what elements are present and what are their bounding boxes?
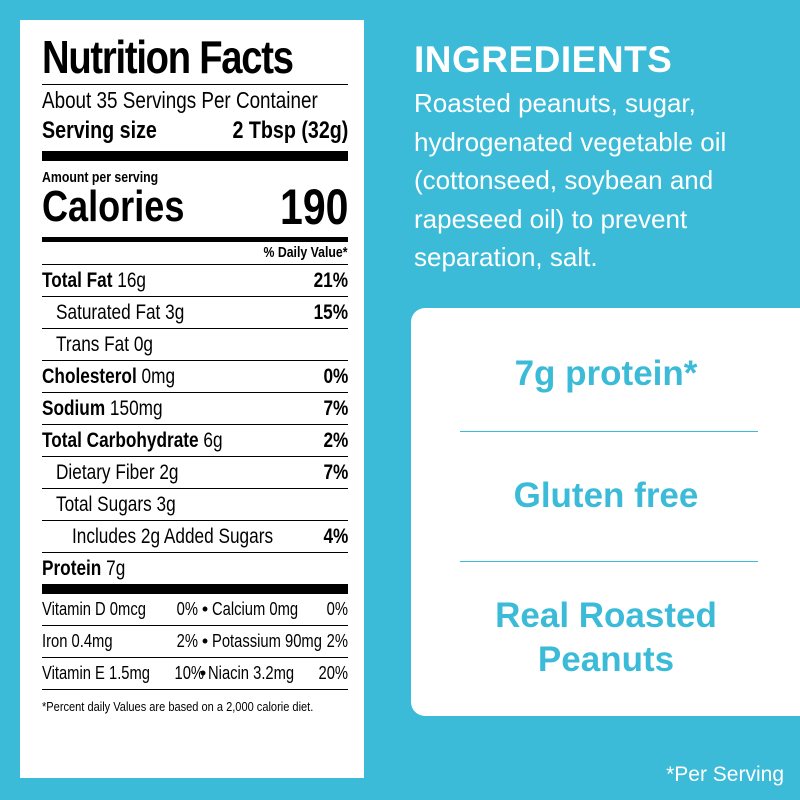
serving-size-value: 2 Tbsp (32g) bbox=[232, 117, 348, 144]
ingredients-line: (cottonseed, soybean and bbox=[414, 165, 714, 195]
nutrient-name: Total Sugars bbox=[56, 492, 152, 516]
calories-label: Calories bbox=[42, 182, 185, 231]
nutrient-dv: 0% bbox=[323, 364, 348, 388]
bullet: • bbox=[199, 663, 207, 683]
vitamin-row: Iron 0.4mg 2% • Potassium 90mg 2% bbox=[42, 625, 348, 657]
nutrient-amount: 2g bbox=[159, 460, 179, 484]
thick-divider bbox=[42, 584, 348, 594]
vitamin-left: Vitamin E 1.5mg bbox=[42, 663, 151, 683]
vitamin-left-dv: 0% bbox=[176, 599, 198, 619]
nutrient-row-total-carbohydrate: Total Carbohydrate 6g 2% bbox=[42, 424, 348, 456]
vitamin-right: Niacin 3.2mg bbox=[207, 663, 295, 683]
claim-line: Peanuts bbox=[537, 640, 675, 679]
vitamin-left: Vitamin D 0mcg bbox=[42, 599, 146, 619]
ingredients-line: Roasted peanuts, sugar, bbox=[414, 88, 696, 118]
bullet: • bbox=[201, 599, 209, 619]
nutrient-dv: 2% bbox=[323, 428, 348, 452]
nutrient-name: Total Carbohydrate bbox=[42, 428, 199, 452]
nutrition-facts-title: Nutrition Facts bbox=[42, 31, 294, 83]
vitamin-left: Iron 0.4mg bbox=[42, 631, 113, 651]
daily-value-footnote: *Percent daily Values are based on a 2,0… bbox=[42, 699, 314, 714]
nutrient-amount: 6g bbox=[203, 428, 223, 452]
nutrient-row-sodium: Sodium 150mg 7% bbox=[42, 392, 348, 424]
nutrient-dv: 7% bbox=[323, 460, 348, 484]
vitamin-right-dv: 0% bbox=[326, 599, 348, 619]
per-serving-note: *Per Serving bbox=[666, 763, 784, 786]
nutrient-row-trans-fat: Trans Fat 0g bbox=[42, 328, 348, 360]
nutrient-name: Dietary Fiber bbox=[56, 460, 155, 484]
nutrient-amount: 150mg bbox=[109, 396, 163, 420]
nutrition-facts-label: Nutrition Facts About 35 Servings Per Co… bbox=[20, 20, 364, 778]
ingredients-title: INGREDIENTS bbox=[414, 39, 673, 80]
claims-card: 7g protein* Gluten free Real Roasted Pea… bbox=[411, 308, 800, 716]
nutrient-name: Sodium bbox=[42, 396, 106, 420]
vitamin-right: Potassium 90mg bbox=[212, 631, 322, 651]
nutrient-row-dietary-fiber: Dietary Fiber 2g 7% bbox=[42, 456, 348, 488]
bullet: • bbox=[201, 631, 209, 651]
nutrient-name: Saturated Fat bbox=[56, 300, 161, 324]
vitamin-right: Calcium 0mg bbox=[212, 599, 299, 619]
divider bbox=[42, 84, 348, 85]
thick-divider bbox=[42, 151, 348, 161]
nutrient-dv: 21% bbox=[313, 268, 348, 292]
nutrient-amount: 7g bbox=[106, 556, 126, 580]
nutrient-name: Total Fat bbox=[42, 268, 113, 292]
daily-value-header: % Daily Value* bbox=[263, 244, 348, 261]
divider bbox=[42, 689, 348, 690]
nutrient-row-total-sugars: Total Sugars 3g bbox=[42, 488, 348, 520]
serving-size-label: Serving size bbox=[42, 117, 157, 144]
servings-per-container: About 35 Servings Per Container bbox=[42, 87, 318, 113]
ingredients-line: hydrogenated vegetable oil bbox=[414, 126, 727, 157]
nutrient-amount: 0g bbox=[133, 332, 153, 356]
nutrient-dv: 7% bbox=[323, 396, 348, 420]
nutrient-row-total-fat: Total Fat 16g 21% bbox=[42, 264, 348, 296]
calories-value: 190 bbox=[279, 179, 348, 235]
protein-claim: 7g protein* bbox=[514, 354, 698, 393]
nutrient-row-added-sugars: Includes 2g Added Sugars 4% bbox=[42, 520, 348, 552]
nutrient-amount: 0mg bbox=[141, 364, 176, 388]
nutrient-row-protein: Protein 7g bbox=[42, 552, 348, 584]
claim-divider bbox=[460, 561, 758, 562]
nutrient-name: Includes 2g Added Sugars bbox=[72, 524, 274, 548]
nutrient-name: Trans Fat bbox=[56, 332, 130, 356]
nutrient-name: Protein bbox=[42, 556, 102, 580]
nutrient-dv: 15% bbox=[313, 300, 348, 324]
ingredients-list: Roasted peanuts, sugar, hydrogenated veg… bbox=[414, 84, 784, 277]
ingredients-line: separation, salt. bbox=[414, 242, 598, 272]
serving-size-row: Serving size 2 Tbsp (32g) bbox=[42, 115, 348, 147]
ingredients-line: rapeseed oil) to prevent bbox=[414, 203, 688, 234]
vitamin-left-dv: 2% bbox=[176, 631, 198, 651]
nutrient-amount: 3g bbox=[165, 300, 185, 324]
medium-divider bbox=[42, 237, 348, 242]
gluten-free-claim: Gluten free bbox=[513, 476, 699, 515]
amount-per-serving: Amount per serving bbox=[42, 169, 159, 186]
vitamin-right-dv: 20% bbox=[318, 663, 348, 683]
calories-row: Calories 190 bbox=[42, 179, 348, 235]
nutrient-amount: 16g bbox=[117, 268, 147, 292]
roasted-peanuts-claim: Real Roasted Peanuts bbox=[411, 594, 800, 682]
nutrient-name: Cholesterol bbox=[42, 364, 137, 388]
claim-line: Real Roasted bbox=[495, 596, 717, 635]
vitamin-right-dv: 2% bbox=[326, 631, 348, 651]
nutrient-amount: 3g bbox=[156, 492, 176, 516]
vitamin-row: Vitamin E 1.5mg 10% • Niacin 3.2mg 20% bbox=[42, 657, 348, 689]
nutrient-row-cholesterol: Cholesterol 0mg 0% bbox=[42, 360, 348, 392]
vitamin-row: Vitamin D 0mcg 0% • Calcium 0mg 0% bbox=[42, 594, 348, 625]
nutrient-row-saturated-fat: Saturated Fat 3g 15% bbox=[42, 296, 348, 328]
claim-divider bbox=[460, 431, 758, 432]
nutrient-dv: 4% bbox=[323, 524, 348, 548]
vitamin-left-dv: 10% bbox=[174, 663, 205, 683]
